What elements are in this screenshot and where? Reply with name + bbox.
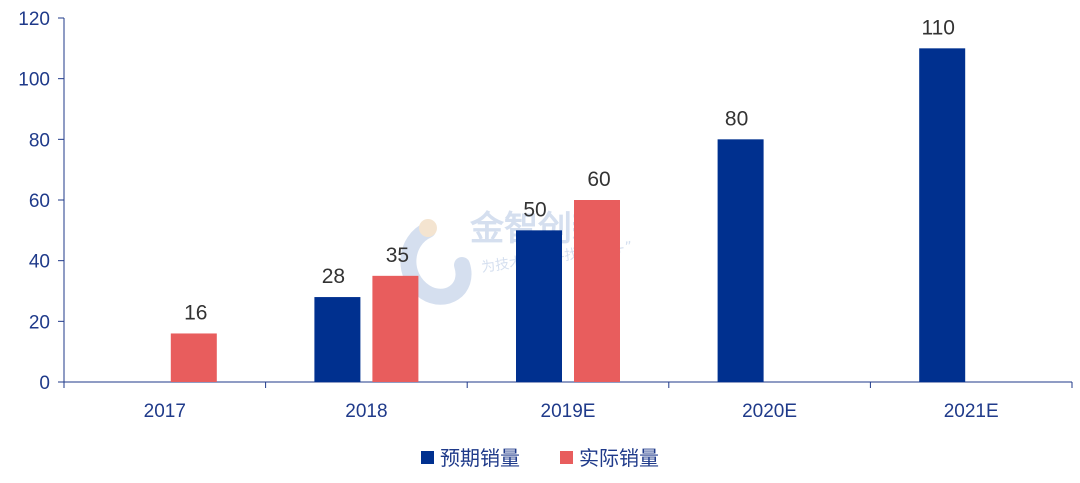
y-tick-label: 120 <box>18 9 50 30</box>
y-tick-label: 100 <box>18 70 50 91</box>
x-tick-label: 2020E <box>742 401 797 422</box>
legend-label: 实际销量 <box>579 446 659 470</box>
data-label: 16 <box>184 301 207 324</box>
watermark-logo-icon <box>400 219 472 305</box>
y-tick-label: 80 <box>29 130 50 151</box>
bar-expected <box>516 230 562 382</box>
data-label: 28 <box>322 265 345 288</box>
x-tick-label: 2019E <box>541 401 596 422</box>
y-tick-label: 40 <box>29 252 50 273</box>
data-label: 50 <box>523 198 546 221</box>
bar-expected <box>919 48 966 382</box>
y-tick-label: 0 <box>39 373 50 394</box>
bar-actual <box>170 333 217 382</box>
bar-expected <box>314 297 361 382</box>
legend-label: 预期销量 <box>440 446 520 470</box>
bar-actual <box>372 275 419 382</box>
x-tick-label: 2018 <box>345 401 387 422</box>
data-label: 110 <box>921 16 954 39</box>
y-tick-label: 60 <box>29 191 50 212</box>
data-labels: 16 28 35 50 60 80 110 <box>184 16 955 324</box>
bar-expected <box>717 139 764 382</box>
data-label: 60 <box>587 168 610 191</box>
data-label: 80 <box>725 107 748 130</box>
x-tick-label: 2017 <box>144 401 186 422</box>
legend-swatch <box>560 451 573 464</box>
bars <box>170 48 966 382</box>
legend-swatch <box>421 451 434 464</box>
x-axis: 2017 2018 2019E 2020E 2021E <box>63 381 1073 422</box>
legend: 预期销量 实际销量 <box>421 446 659 470</box>
bar-actual <box>574 200 620 382</box>
x-tick-label: 2021E <box>944 401 999 422</box>
y-axis: 0 20 40 60 80 100 120 <box>18 9 65 394</box>
data-label: 35 <box>386 244 409 267</box>
y-tick-label: 20 <box>29 312 50 333</box>
